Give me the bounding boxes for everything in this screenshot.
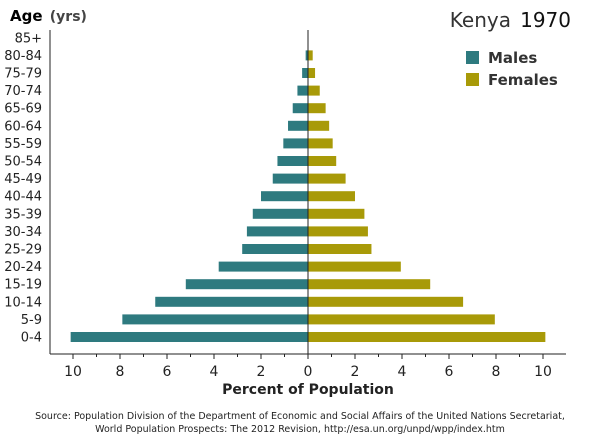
age-label-10-14: 10-14 — [4, 295, 42, 310]
age-label-0-4: 0-4 — [21, 331, 42, 346]
bar-males-0-4 — [70, 332, 309, 342]
age-label-70-74: 70-74 — [4, 84, 42, 99]
bar-females-40-44 — [308, 191, 355, 202]
chart-title: Kenya 1970 — [450, 8, 571, 32]
x-tick-label: 10 — [64, 364, 82, 380]
age-label-80-84: 80-84 — [4, 49, 42, 64]
age-label-25-29: 25-29 — [4, 243, 42, 258]
age-label-20-24: 20-24 — [4, 260, 42, 275]
source-note: Source: Population Division of the Depar… — [0, 410, 600, 436]
age-category-labels: 0-4 5-9 10-14 15-19 20-24 25-29 30-34 35-39 40-4… — [4, 30, 51, 354]
bar-males-65-69 — [292, 103, 308, 114]
x-tick-label: 4 — [398, 364, 407, 380]
legend-swatch-females — [466, 73, 479, 86]
age-label-65-69: 65-69 — [4, 102, 42, 117]
bar-females-20-24 — [308, 261, 401, 272]
bar-males-80-84 — [305, 50, 308, 61]
bar-males-70-74 — [297, 85, 308, 96]
bar-females-60-64 — [308, 120, 330, 131]
x-tick-label: 8 — [116, 364, 125, 380]
x-axis: 10 8 6 4 2 0 2 4 6 8 10 — [50, 353, 566, 380]
x-tick-label: 6 — [163, 364, 172, 380]
age-label-50-54: 50-54 — [4, 155, 42, 170]
bar-males-45-49 — [272, 173, 308, 184]
source-line-2: World Population Prospects: The 2012 Rev… — [95, 424, 505, 435]
bar-females-80-84 — [308, 50, 313, 61]
bar-females-0-4 — [308, 332, 546, 342]
x-tick-label: 10 — [534, 364, 552, 380]
age-label-40-44: 40-44 — [4, 190, 42, 205]
bar-females-25-29 — [308, 244, 372, 254]
legend-label-males: Males — [488, 49, 537, 67]
bar-males-55-59 — [283, 138, 308, 149]
bars-group — [70, 30, 546, 354]
legend: Males Females — [466, 49, 558, 89]
bar-males-15-19 — [185, 279, 308, 290]
bar-males-20-24 — [218, 261, 308, 272]
y-axis-title: Age (yrs) — [10, 7, 87, 25]
age-label-5-9: 5-9 — [21, 313, 42, 328]
source-line-1: Source: Population Division of the Depar… — [35, 411, 565, 422]
age-label-45-49: 45-49 — [4, 172, 42, 187]
x-tick-label: 2 — [351, 364, 360, 380]
population-pyramid-chart: Age (yrs) Kenya 1970 0-45-910-1415-1920-… — [4, 7, 571, 398]
bar-males-5-9 — [122, 314, 308, 325]
age-label-75-79: 75-79 — [4, 67, 42, 82]
x-tick-label: 6 — [445, 364, 454, 380]
bar-females-70-74 — [308, 85, 320, 96]
age-label-15-19: 15-19 — [4, 278, 42, 293]
x-axis-title: Percent of Population — [222, 382, 394, 398]
bar-males-40-44 — [261, 191, 308, 202]
legend-label-females: Females — [488, 71, 558, 89]
bar-females-30-34 — [308, 226, 368, 237]
age-label-60-64: 60-64 — [4, 119, 42, 134]
bar-females-45-49 — [308, 173, 346, 184]
x-tick-label: 4 — [210, 364, 219, 380]
bar-females-65-69 — [308, 103, 326, 114]
bar-females-35-39 — [308, 208, 365, 219]
bar-males-50-54 — [277, 156, 308, 166]
bar-males-25-29 — [242, 244, 308, 254]
bar-males-10-14 — [155, 296, 308, 307]
bar-females-50-54 — [308, 156, 337, 166]
bar-females-5-9 — [308, 314, 495, 325]
bar-females-10-14 — [308, 296, 464, 307]
age-label-55-59: 55-59 — [4, 137, 42, 152]
x-tick-label: 0 — [304, 364, 313, 380]
bar-males-30-34 — [246, 226, 308, 237]
bar-females-55-59 — [308, 138, 333, 149]
age-label-35-39: 35-39 — [4, 207, 42, 222]
legend-swatch-males — [466, 51, 479, 64]
bar-females-15-19 — [308, 279, 431, 290]
x-tick-label: 8 — [492, 364, 501, 380]
bar-females-75-79 — [308, 68, 316, 78]
bar-males-75-79 — [302, 68, 308, 78]
x-tick-label: 2 — [257, 364, 266, 380]
bar-males-60-64 — [288, 120, 308, 131]
bar-males-35-39 — [252, 208, 308, 219]
age-label-30-34: 30-34 — [4, 225, 42, 240]
age-label-85+: 85+ — [15, 31, 42, 46]
